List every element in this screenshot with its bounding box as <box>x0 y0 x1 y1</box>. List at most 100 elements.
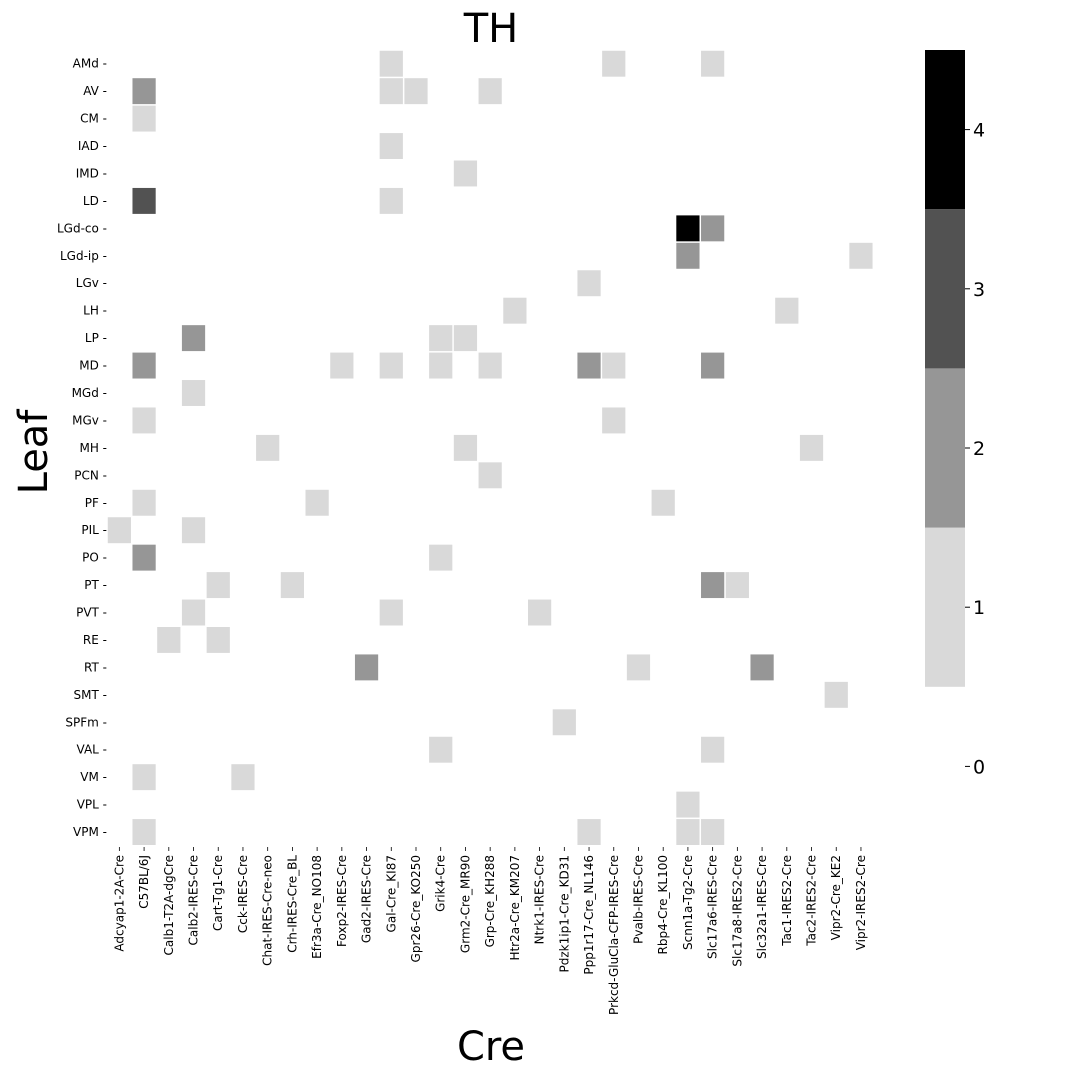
colorbar-segment <box>925 50 965 210</box>
heatmap-cell <box>701 352 725 379</box>
y-tick-label: AMd - <box>73 57 107 71</box>
heatmap-cell <box>379 599 403 626</box>
y-tick-label: VAL - <box>77 743 107 757</box>
y-tick-label: PF - <box>85 496 107 510</box>
heatmap-cell <box>231 764 255 791</box>
y-tick-label: PCN - <box>74 468 107 482</box>
y-tick-label: MH - <box>79 441 107 455</box>
x-tick-label: Vipr2-Cre_KE2 <box>829 855 843 940</box>
x-tick-label: Efr3a-Cre_NO108 <box>310 855 324 959</box>
heatmap-cell <box>330 352 354 379</box>
x-tick-label: Gpr26-Cre_KO250 <box>409 855 423 962</box>
y-axis-label: Leaf <box>11 409 57 495</box>
x-tick-label: Htr2a-Cre_KM207 <box>508 855 522 961</box>
heatmap-cell <box>577 819 601 846</box>
x-axis-label: Cre <box>457 1024 525 1070</box>
heatmap-cell <box>676 215 700 242</box>
x-tick-label: Adcyap1-2A-Cre <box>112 855 126 952</box>
heatmap-cell <box>132 407 156 434</box>
colorbar-segment <box>925 368 965 528</box>
y-tick-label: VPM - <box>73 825 107 839</box>
heatmap-cell <box>132 78 156 105</box>
y-tick-label: LH - <box>83 304 107 318</box>
colorbar-segment <box>925 209 965 369</box>
heatmap-cell <box>478 352 502 379</box>
heatmap-cell <box>527 599 552 626</box>
heatmap-cell <box>379 50 403 77</box>
y-tick-label: VM - <box>80 770 107 784</box>
heatmap-cell <box>676 791 700 818</box>
heatmap-cell <box>701 819 725 846</box>
heatmap-cell <box>701 736 725 763</box>
x-tick-label: Foxp2-IRES-Cre <box>335 855 349 947</box>
colorbar-segment <box>925 527 965 687</box>
heatmap-cell <box>206 626 230 653</box>
heatmap-cell <box>206 572 230 599</box>
x-tick-label: Crh-IRES-Cre_BL <box>285 855 299 953</box>
x-tick-label: Tac1-IRES2-Cre <box>780 855 794 947</box>
colorbar-tick-label: 2 <box>973 438 985 460</box>
x-tick-label: Slc17a6-IRES-Cre <box>706 855 720 959</box>
heatmap-cell <box>602 352 626 379</box>
heatmap-cell <box>478 78 502 105</box>
x-tick-label: Calb2-IRES-Cre <box>187 855 201 946</box>
heatmap-cell <box>379 78 403 105</box>
y-tick-label: RT - <box>84 660 107 674</box>
heatmap-cell <box>626 654 651 681</box>
y-tick-label: MD - <box>79 359 107 373</box>
heatmap-cell <box>132 489 156 516</box>
x-tick-label: Scnn1a-Tg2-Cre <box>681 855 695 950</box>
x-tick-label: Cart-Tg1-Cre <box>211 855 225 931</box>
y-tick-label: LGd-ip - <box>60 249 107 263</box>
x-tick-label: Grm2-Cre_MR90 <box>458 855 472 953</box>
heatmap-cell <box>453 434 478 461</box>
x-tick-label: Rbp4-Cre_KL100 <box>656 855 670 954</box>
y-tick-label: PVT - <box>76 606 107 620</box>
heatmap-cell <box>132 352 156 379</box>
heatmap-cell <box>453 160 478 187</box>
heatmap-cell <box>379 133 403 160</box>
x-tick-label: Gal-Cre_KI87 <box>384 855 398 932</box>
heatmap-cell <box>157 626 181 653</box>
heatmap-cell <box>676 819 700 846</box>
heatmap-cell <box>676 242 700 269</box>
heatmap-cell <box>577 352 601 379</box>
x-tick-label: Grp-Cre_KH288 <box>483 855 497 947</box>
y-tick-label: MGd - <box>72 386 107 400</box>
heatmap-cell <box>132 819 156 846</box>
y-tick-label: SPFm - <box>65 715 107 729</box>
heatmap-cell <box>354 654 379 681</box>
x-tick-label: Vipr2-IRES2-Cre <box>854 855 868 950</box>
heatmap-cell <box>453 325 478 352</box>
heatmap-cell <box>503 297 527 324</box>
y-tick-label: LGd-co - <box>57 221 107 235</box>
y-tick-label: CM - <box>80 112 107 126</box>
heatmap-cell <box>602 407 626 434</box>
heatmap-cell <box>132 544 156 571</box>
x-tick-label: Calb1-T2A-dgCre <box>162 855 176 955</box>
heatmap-cell <box>824 681 848 708</box>
y-tick-label: PT - <box>84 578 107 592</box>
y-tick-label: LP - <box>85 331 107 345</box>
heatmap-cell <box>132 764 156 791</box>
y-tick-label: SMT - <box>74 688 107 702</box>
y-tick-label: VPL - <box>77 798 107 812</box>
heatmap-cell <box>404 78 428 105</box>
heatmap-cell <box>305 489 329 516</box>
heatmap-cell <box>701 572 725 599</box>
y-tick-label: PIL - <box>81 523 107 537</box>
heatmap-cell <box>181 380 206 406</box>
heatmap-cell <box>577 270 601 297</box>
colorbar: 0 1 2 3 4 <box>925 50 985 846</box>
colorbar-tick-label: 4 <box>973 120 985 142</box>
heatmap-cell <box>132 187 156 214</box>
heatmap-cell <box>701 50 725 77</box>
x-tick-label: Chat-IRES-Cre-neo <box>261 855 275 966</box>
heatmap-cell <box>429 352 453 379</box>
x-tick-label: Slc17a8-IRES2-Cre <box>730 855 744 967</box>
x-tick-label: Slc32a1-IRES-Cre <box>755 855 769 959</box>
x-tick-label: Prkcd-GluCla-CFP-IRES-Cre <box>607 855 621 1015</box>
colorbar-tick-label: 0 <box>973 756 985 778</box>
heatmap-cell <box>651 489 675 516</box>
y-tick-label: PO - <box>82 551 107 565</box>
